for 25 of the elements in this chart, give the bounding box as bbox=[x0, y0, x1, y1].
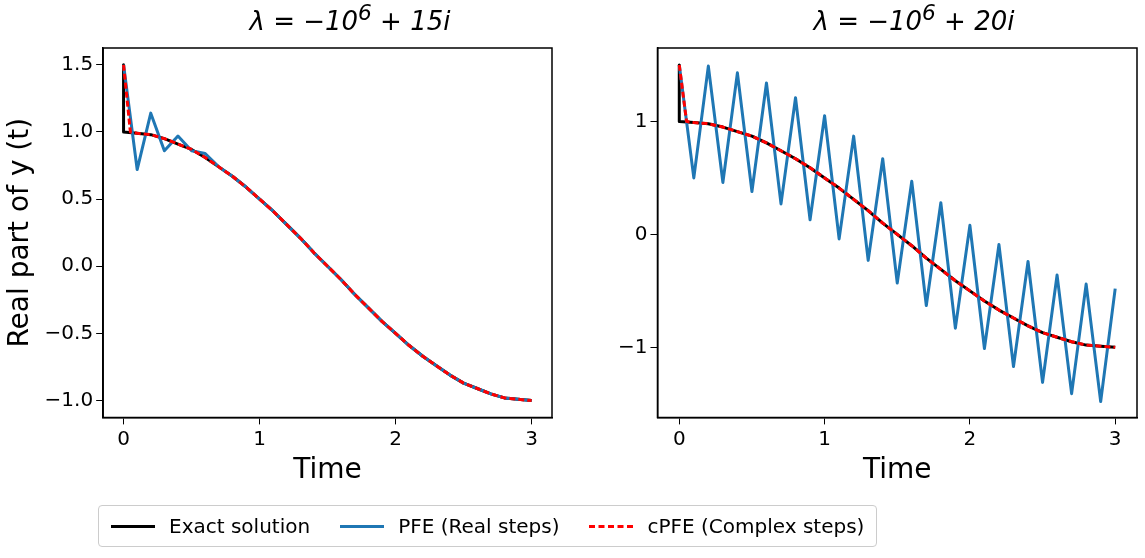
chart-title: λ = −10$^{6}$ + 20i bbox=[811, 0, 1016, 36]
y-tick-label: −1 bbox=[618, 333, 648, 358]
x-tick-label: 2 bbox=[389, 425, 402, 450]
y-tick-label: 1.5 bbox=[61, 50, 94, 75]
y-tick-label: 1 bbox=[634, 107, 648, 132]
x-tick-label: 2 bbox=[963, 425, 977, 450]
x-axis-title: Time bbox=[292, 452, 362, 486]
x-tick-label: 1 bbox=[818, 425, 831, 450]
y-tick-label: 0.5 bbox=[61, 185, 94, 210]
y-tick-label: −0.5 bbox=[44, 319, 94, 344]
y-tick-label: 0.0 bbox=[61, 252, 94, 277]
x-tick-label: 3 bbox=[1108, 425, 1122, 450]
x-tick-label: 3 bbox=[525, 425, 538, 450]
legend-label: PFE (Real steps) bbox=[398, 514, 560, 538]
x-axis-title: Time bbox=[861, 452, 932, 486]
y-tick-label: 1.0 bbox=[61, 118, 94, 143]
x-tick-label: 0 bbox=[672, 425, 686, 450]
x-tick-label: 0 bbox=[117, 425, 130, 450]
chart-title: λ = −10$^{6}$ + 15i bbox=[247, 0, 452, 36]
legend-label: Exact solution bbox=[169, 514, 311, 538]
y-tick-label: 0 bbox=[634, 220, 648, 245]
y-axis-title: Real part of y (t) bbox=[2, 117, 36, 348]
y-tick-label: −1.0 bbox=[44, 386, 94, 411]
legend-label: cPFE (Complex steps) bbox=[647, 514, 865, 538]
x-tick-label: 1 bbox=[253, 425, 266, 450]
